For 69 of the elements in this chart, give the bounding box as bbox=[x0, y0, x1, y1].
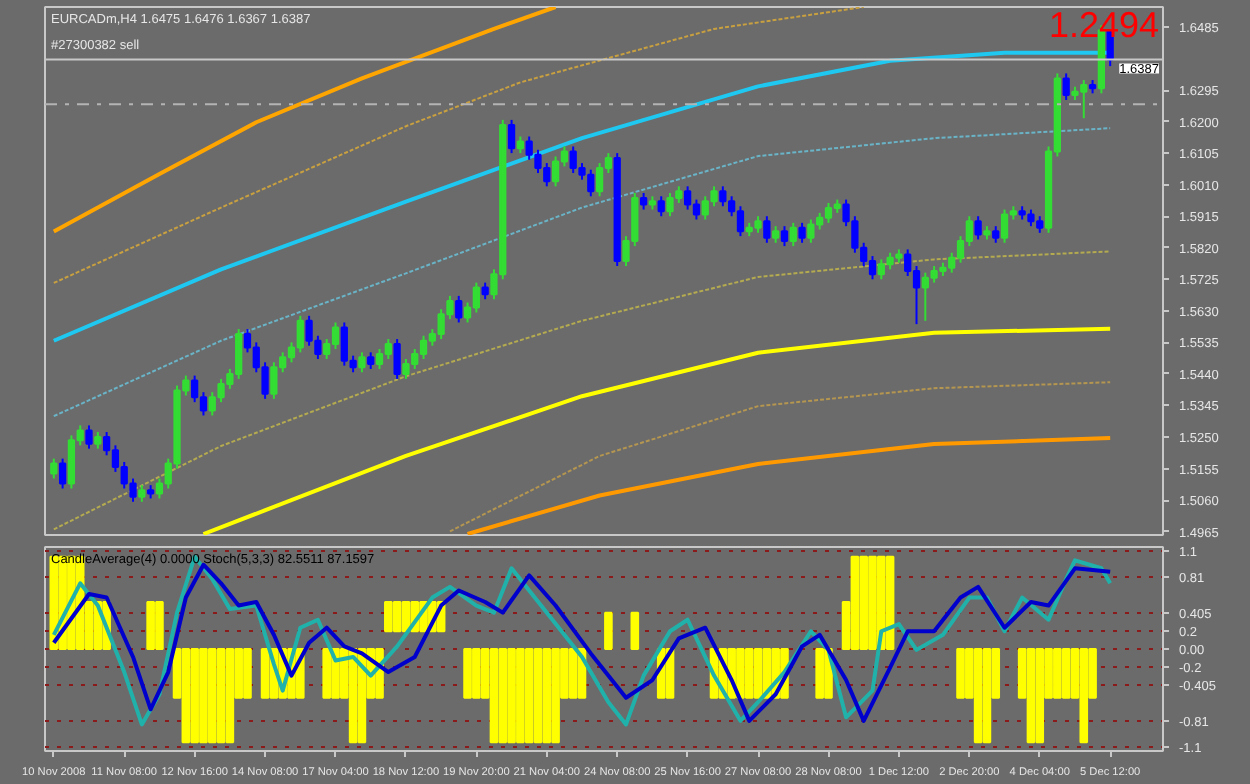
bar bbox=[973, 648, 983, 744]
candlestick bbox=[657, 195, 665, 218]
candlestick bbox=[455, 294, 463, 324]
candlestick bbox=[1000, 208, 1009, 244]
bar bbox=[604, 611, 613, 650]
candlestick bbox=[736, 205, 745, 238]
line-series bbox=[465, 436, 1113, 535]
bar bbox=[542, 648, 552, 744]
candlestick bbox=[58, 457, 67, 490]
candlestick bbox=[780, 225, 789, 248]
line-series bbox=[51, 7, 558, 234]
bar bbox=[630, 611, 640, 650]
candlestick bbox=[595, 162, 604, 198]
bar bbox=[1079, 648, 1089, 744]
candlestick bbox=[798, 221, 806, 244]
candlestick bbox=[507, 118, 516, 155]
candlestick bbox=[331, 321, 340, 351]
bar bbox=[384, 600, 393, 633]
candlestick bbox=[67, 434, 76, 490]
candlestick bbox=[666, 191, 674, 218]
bar bbox=[181, 648, 191, 744]
candlestick bbox=[270, 361, 278, 400]
candlestick bbox=[384, 338, 392, 360]
candlestick bbox=[683, 185, 692, 211]
candlestick bbox=[375, 348, 384, 370]
candlestick bbox=[824, 201, 833, 224]
bar bbox=[850, 555, 860, 650]
candlestick bbox=[710, 185, 718, 208]
line-series bbox=[52, 250, 1112, 531]
candlestick bbox=[789, 221, 797, 248]
bar bbox=[982, 648, 992, 744]
candlestick bbox=[763, 215, 771, 244]
candlestick bbox=[358, 351, 366, 374]
candlestick bbox=[719, 185, 727, 208]
candlestick bbox=[85, 424, 93, 450]
candlestick bbox=[419, 334, 428, 360]
candlestick bbox=[393, 338, 401, 380]
bar bbox=[225, 648, 235, 744]
bar bbox=[744, 648, 754, 699]
candlestick bbox=[534, 148, 542, 175]
bar bbox=[498, 648, 508, 744]
bar bbox=[392, 600, 402, 633]
candlestick bbox=[692, 198, 701, 221]
candlestick bbox=[402, 358, 410, 380]
bar bbox=[260, 648, 270, 699]
candlestick bbox=[868, 255, 877, 281]
candlestick bbox=[50, 457, 58, 480]
candlestick bbox=[472, 281, 480, 314]
candlestick bbox=[296, 314, 304, 354]
bar bbox=[568, 648, 578, 699]
bar bbox=[489, 648, 499, 744]
bar bbox=[524, 648, 534, 744]
candlestick bbox=[1062, 72, 1070, 101]
bar bbox=[1026, 648, 1036, 744]
bar bbox=[207, 648, 217, 744]
candlestick bbox=[191, 374, 199, 404]
candlestick bbox=[974, 215, 982, 241]
annotation: 1.2494 bbox=[1048, 5, 1160, 45]
line-series bbox=[201, 326, 1113, 535]
line-series bbox=[52, 127, 1112, 418]
bar bbox=[1061, 648, 1071, 699]
candlestick bbox=[807, 218, 815, 244]
line-series bbox=[448, 381, 1112, 533]
bar bbox=[216, 648, 226, 744]
line-series bbox=[52, 7, 865, 284]
bar bbox=[753, 648, 763, 699]
candlestick bbox=[551, 155, 560, 188]
bar bbox=[533, 648, 543, 744]
bar bbox=[1035, 648, 1045, 744]
